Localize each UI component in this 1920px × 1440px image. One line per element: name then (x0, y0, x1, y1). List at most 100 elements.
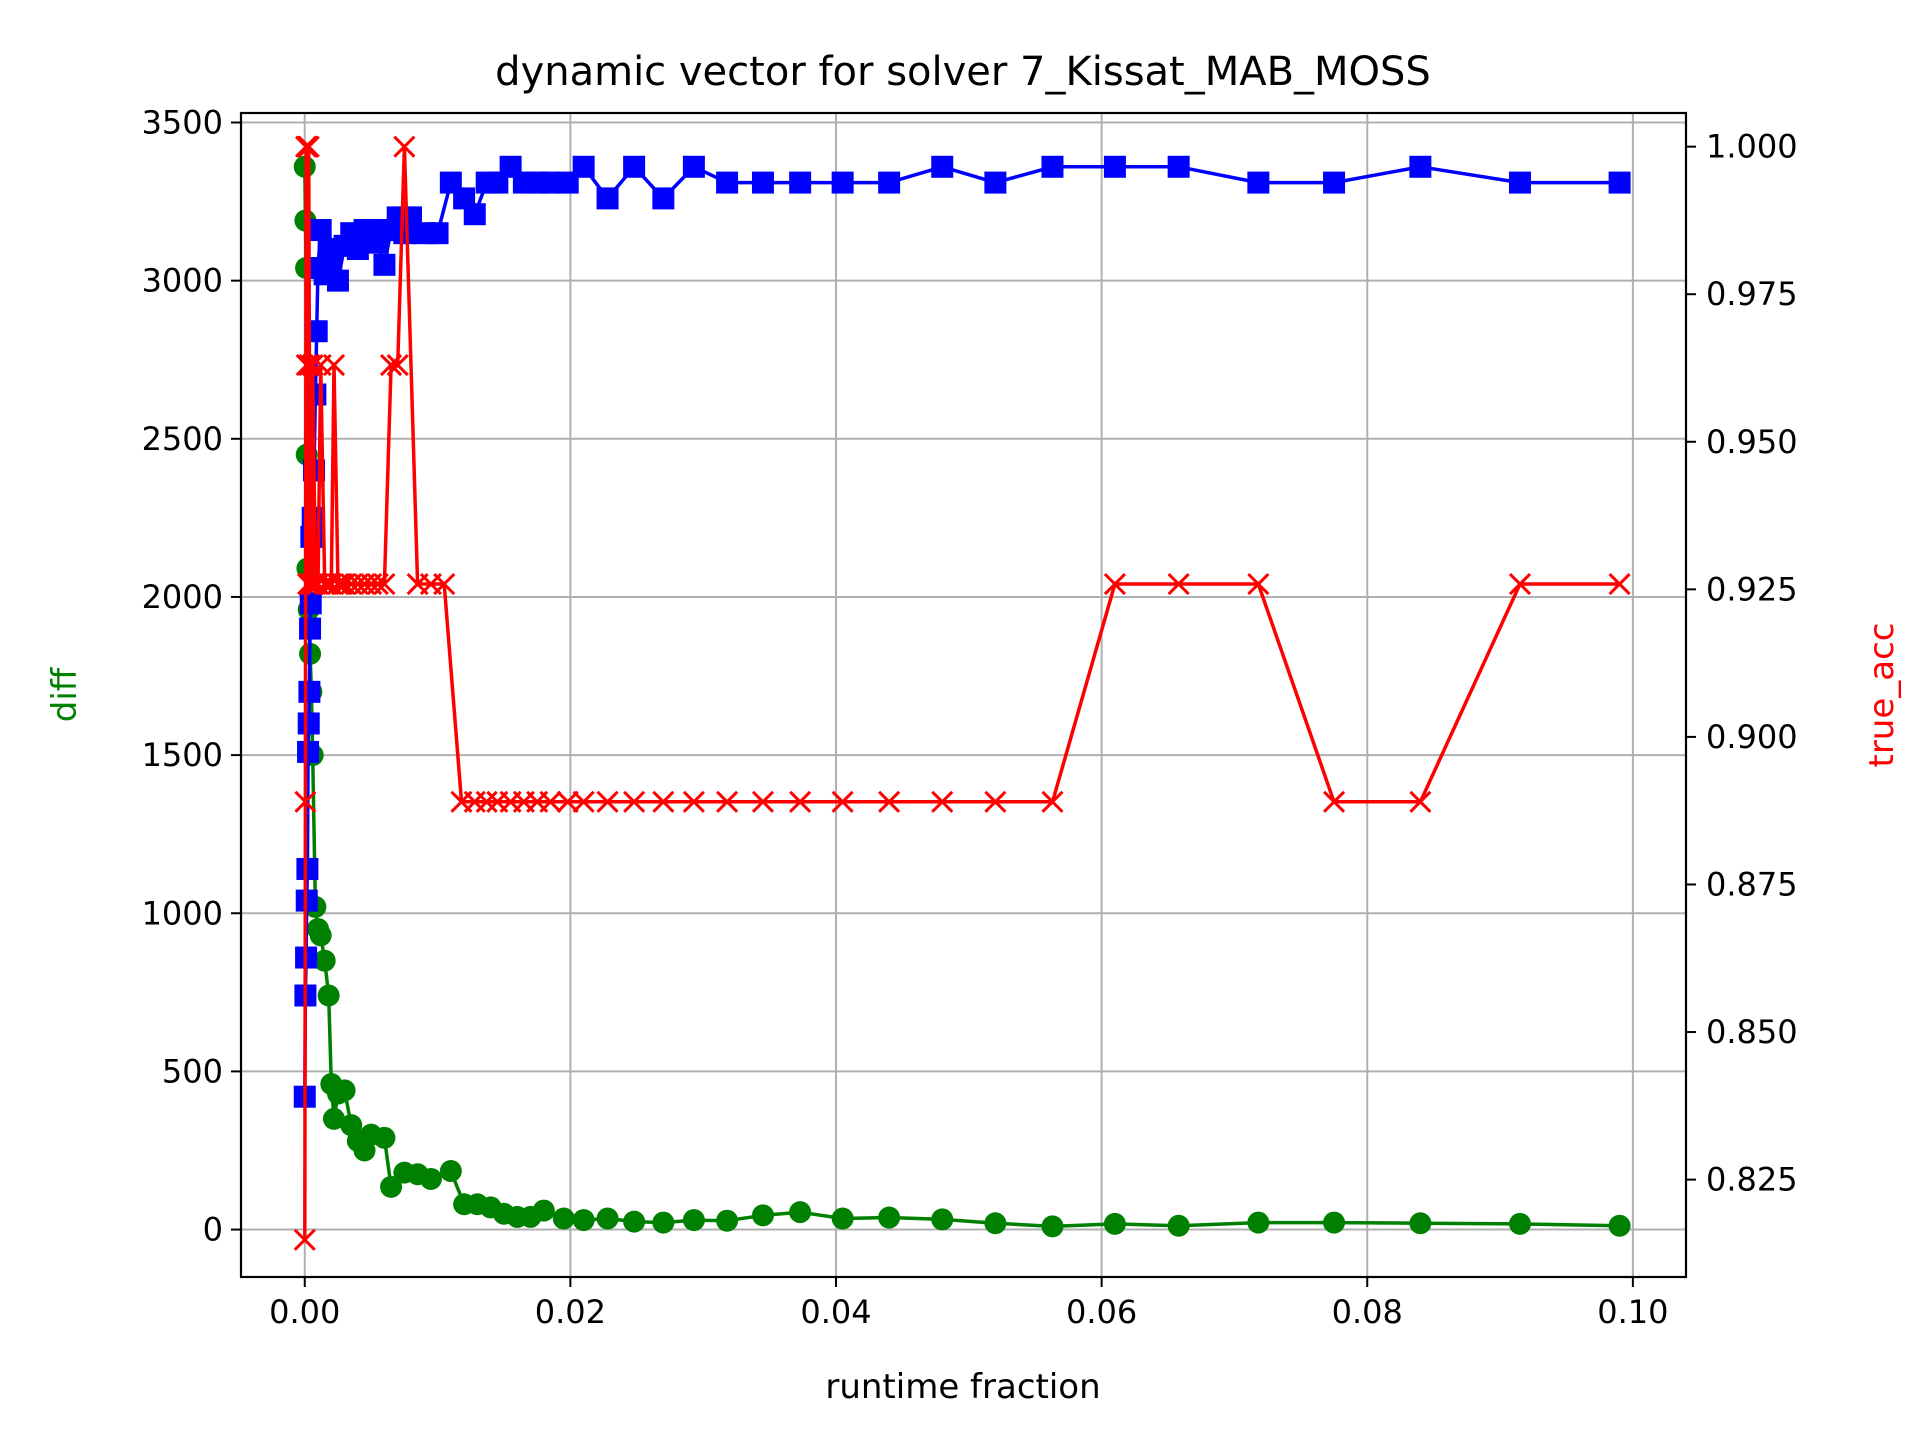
data-point (297, 712, 320, 735)
data-point (596, 790, 619, 813)
data-point (539, 790, 562, 813)
y-right-tick-label: 0.875 (1706, 865, 1798, 903)
data-point (751, 1204, 774, 1227)
data-point (751, 171, 774, 194)
data-point (878, 790, 901, 813)
plot-frame (239, 111, 1688, 1279)
data-point (716, 790, 739, 813)
data-point (294, 790, 317, 813)
data-point (1409, 790, 1432, 813)
data-point (1041, 790, 1064, 813)
data-point (380, 1175, 403, 1198)
x-tick-label: 0.00 (269, 1293, 340, 1331)
data-point (984, 790, 1007, 813)
data-point (326, 269, 349, 292)
data-point (984, 171, 1007, 194)
data-point (596, 187, 619, 210)
data-point (393, 135, 416, 158)
x-tick-label: 0.08 (1332, 1293, 1403, 1331)
y-right-tick-label: 0.925 (1706, 570, 1798, 608)
data-point (426, 222, 449, 245)
x-tick-label: 0.04 (800, 1293, 871, 1331)
data-point (1608, 171, 1631, 194)
data-point (309, 219, 332, 242)
y-tick-label: 2000 (142, 578, 223, 616)
data-point (623, 790, 646, 813)
data-point (984, 1212, 1007, 1235)
data-point (716, 1209, 739, 1232)
data-point (439, 1160, 462, 1183)
y-right-tick-label: 0.825 (1706, 1161, 1798, 1199)
data-point (831, 790, 854, 813)
y-tick-label: 2500 (142, 420, 223, 458)
data-point (652, 790, 675, 813)
series-2 (293, 135, 1631, 1251)
data-point (1608, 572, 1631, 596)
data-point (1167, 155, 1190, 178)
data-point (419, 1167, 442, 1190)
data-point (552, 1207, 575, 1230)
chart-title: dynamic vector for solver 7_Kissat_MAB_M… (495, 49, 1431, 95)
data-point (1608, 1214, 1631, 1237)
data-point (596, 1207, 619, 1230)
series-line (303, 165, 1620, 1097)
data-point (366, 572, 389, 596)
y-tick-label: 0 (203, 1211, 223, 1249)
data-point (532, 1199, 555, 1222)
data-point (380, 353, 403, 377)
grid-lines (241, 113, 1686, 1277)
y-axis-label: diff (45, 666, 85, 722)
data-point (475, 790, 498, 813)
data-point (297, 135, 320, 158)
y-right-tick-label: 0.850 (1706, 1013, 1798, 1051)
data-point (373, 253, 396, 276)
data-point (1409, 155, 1432, 178)
x-axis-label: runtime fraction (825, 1367, 1100, 1407)
data-point (346, 238, 369, 261)
data-point (1041, 1215, 1064, 1238)
data-point (572, 790, 595, 813)
data-point (682, 1209, 705, 1232)
left-axis-series (293, 155, 1631, 1238)
y-tick-label: 3000 (142, 262, 223, 300)
y-right-axis-label: true_acc (1862, 623, 1902, 768)
data-point (1041, 155, 1064, 178)
data-point (1508, 572, 1532, 596)
data-point (1508, 1212, 1531, 1235)
data-point (1167, 572, 1190, 596)
data-point (298, 680, 321, 703)
data-point (301, 353, 324, 377)
data-point (831, 171, 854, 194)
x-axis-ticks: 0.00 0.02 0.04 0.06 0.08 0.10 (269, 1277, 1669, 1331)
data-point (1247, 572, 1270, 596)
data-point (296, 857, 319, 880)
data-point (373, 572, 396, 596)
y-right-tick-label: 1.000 (1706, 128, 1798, 166)
data-point (878, 1206, 901, 1229)
series-line (303, 144, 1620, 1240)
data-point (572, 1209, 595, 1232)
data-point (789, 171, 812, 194)
data-point (1247, 171, 1270, 194)
data-point (623, 155, 646, 178)
data-point (293, 1228, 316, 1251)
data-point (1167, 1214, 1190, 1237)
y-right-tick-label: 0.975 (1706, 275, 1798, 313)
data-point (299, 617, 322, 640)
data-point (305, 320, 328, 343)
data-point (317, 984, 340, 1007)
data-point (878, 171, 901, 194)
data-point (931, 790, 954, 813)
data-point (1247, 1211, 1270, 1234)
series-0 (293, 155, 1631, 1238)
data-point (1103, 572, 1126, 596)
data-point (751, 790, 775, 813)
y-axis-ticks: 0 500 1000 1500 2000 2500 3000 3500 (142, 103, 241, 1249)
data-point (433, 572, 456, 596)
data-point (931, 1208, 954, 1231)
data-point (556, 790, 579, 813)
data-point (330, 572, 353, 596)
series-line (303, 166, 1620, 1229)
data-point (1103, 1212, 1126, 1235)
data-point (1409, 1212, 1432, 1235)
